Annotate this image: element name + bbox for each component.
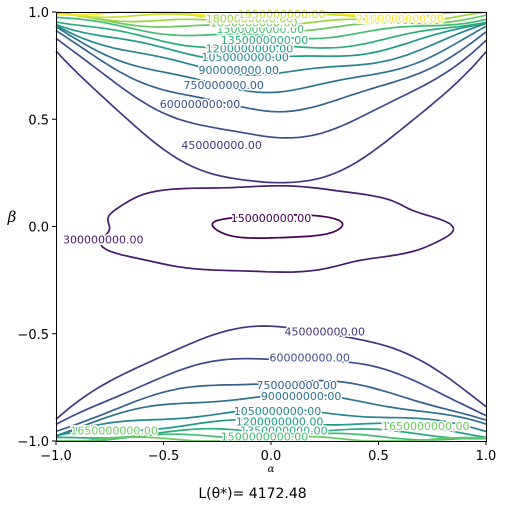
y-axis-label: β [7, 208, 17, 226]
contour-line-1800000000-upper [55, 11, 487, 27]
y-tick-label-2: 0.0 [28, 221, 49, 236]
contour-label-13: 1200000000.00 [236, 416, 323, 429]
contour-label-5: 600000000.00 [269, 351, 349, 364]
contour-line-450000000-lower [55, 325, 487, 420]
y-tick-label-1: −0.5 [17, 328, 49, 343]
contour-label-9: 900000000.00 [261, 390, 341, 403]
contour-label-11: 1050000000.00 [234, 405, 321, 418]
contour-label-16: 1500000000.00 [217, 23, 304, 36]
contour-label-18: 1650000000.00 [210, 17, 297, 30]
contour-label-3: 450000000.00 [285, 326, 365, 339]
contour-line-1050000000-upper [55, 22, 487, 76]
contour-label-21: 1800000000.00 [206, 12, 293, 25]
contour-label-15: 1350000000.00 [240, 424, 327, 437]
contour-label-7: 750000000.00 [257, 379, 337, 392]
contour-line-900000000-lower [55, 392, 487, 437]
contour-plot: 150000000.00 300000000.00 450000000.00 4500… [7, 6, 497, 475]
contour-label-14: 1350000000.00 [221, 34, 308, 47]
contour-line-1200000000-lower [55, 418, 487, 439]
contour-line-1650000000-lower [56, 435, 487, 442]
contour-line-300000000 [100, 184, 455, 273]
contour-line-150000000 [211, 214, 344, 239]
contour-line-1650000000-upper [55, 12, 487, 32]
contour-label-22: 1950000000.00 [238, 8, 325, 21]
x-tick-label-1: −0.5 [148, 449, 180, 464]
contour-line-450000000-upper [55, 50, 487, 184]
loss-footer: L(θ*)= 4172.48 [198, 486, 307, 502]
y-tick-label-4: 1.0 [28, 6, 49, 21]
x-tick-label-3: 0.5 [368, 449, 389, 464]
contour-label-6: 750000000.00 [183, 79, 263, 92]
contour-line-600000000-upper [55, 37, 487, 139]
contour-label-12: 1200000000.00 [206, 43, 293, 56]
contour-label-19: 1650000000.00 [70, 424, 157, 437]
contour-label-20: 1650000000.00 [382, 420, 469, 433]
contour-label-10: 1050000000.00 [201, 51, 288, 64]
contour-label-0: 150000000.00 [231, 212, 311, 225]
contour-line-1500000000-upper [55, 16, 487, 40]
contour-line-900000000-upper [55, 25, 487, 94]
contour-label-group: 150000000.00 300000000.00 450000000.00 4500… [62, 7, 471, 446]
y-tick-label-3: 0.5 [28, 113, 49, 128]
x-tick-label-0: −1.0 [40, 449, 72, 464]
contour-line-1950000000-upper [55, 11, 486, 21]
contour-label-23: 2100000000.00 [356, 12, 443, 25]
x-tick-label-4: 1.0 [476, 449, 497, 464]
contour-line-600000000-lower [55, 357, 487, 426]
contour-line-750000000-upper [55, 29, 487, 113]
x-axis-label: α [268, 464, 275, 475]
contour-label-2: 450000000.00 [181, 139, 261, 152]
contour-label-4: 600000000.00 [160, 98, 240, 111]
x-axis: −1.0 −0.5 0.0 0.5 1.0 [40, 441, 496, 464]
y-axis: −1.0 −0.5 0.0 0.5 1.0 [17, 6, 56, 450]
contour-line-1200000000-upper [55, 22, 487, 61]
x-tick-label-2: 0.0 [261, 449, 282, 464]
y-tick-label-0: −1.0 [17, 435, 49, 450]
contour-line-750000000-lower [55, 379, 487, 433]
contour-line-1350000000-upper [55, 21, 487, 49]
contour-line-1050000000-lower [55, 407, 487, 438]
contour-label-8: 900000000.00 [199, 64, 279, 77]
contour-label-1: 300000000.00 [63, 233, 143, 246]
